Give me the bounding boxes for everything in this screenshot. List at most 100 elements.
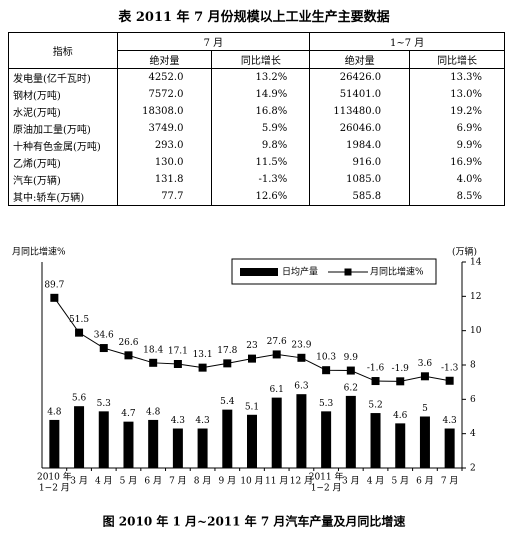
x-tick-label: 9 月 (218, 476, 236, 487)
table-cell: 1984.0 (309, 137, 411, 154)
legend-label: 日均产量 (282, 266, 318, 278)
table-cell: 26426.0 (309, 68, 411, 86)
table-row: 其中:轿车(万辆) 77.7 12.6% 585.8 8.5% (8, 188, 505, 206)
x-tick-label: 4 月 (95, 476, 113, 487)
bar (74, 406, 85, 468)
y2-tick-label: 10 (470, 326, 482, 336)
x-tick-label: 4 月 (367, 476, 385, 487)
header-cell: 绝对量 (116, 50, 213, 69)
x-tick-label: 5 月 (120, 476, 138, 487)
bar (370, 413, 381, 468)
x-tick-label: 6 月 (144, 476, 162, 487)
y2-tick-label: 12 (470, 292, 481, 302)
y2-tick-label: 14 (470, 258, 482, 268)
x-year-label: 2011 年 (309, 471, 344, 483)
table-cell: 9.9% (409, 137, 505, 154)
table-row: 钢材(万吨) 7572.0 14.9% 51401.0 13.0% (8, 86, 505, 103)
bar (296, 394, 307, 468)
bar-label: 4.3 (442, 416, 457, 426)
header-cell: 绝对量 (309, 50, 411, 69)
header-cell: 同比增长 (211, 50, 311, 69)
table-cell: 1085.0 (309, 171, 411, 188)
legend-swatch (240, 268, 278, 276)
header-cell: 同比增长 (409, 50, 505, 69)
x-year-label: 2010 年 (37, 471, 72, 483)
bar (345, 395, 356, 468)
x-tick-label: 12 月 (290, 476, 313, 487)
caption: 图 2010 年 1 月~2011 年 7 月汽车产量及月同比增速 (103, 514, 406, 529)
bar-label: 6.1 (270, 385, 284, 395)
line-label: 10.3 (316, 353, 336, 363)
table-cell: 19.2% (409, 103, 505, 120)
line-label: 89.7 (44, 280, 64, 290)
table-cell: 293.0 (116, 137, 213, 154)
bar (172, 428, 183, 468)
line-marker (75, 328, 84, 337)
table-row: 水泥(万吨) 18308.0 16.8% 113480.0 19.2% (8, 103, 505, 120)
table-cell: 7572.0 (116, 86, 213, 103)
bar (197, 428, 208, 468)
bar (321, 411, 332, 468)
bar (247, 414, 257, 468)
x-tick-label: 5 月 (391, 476, 409, 487)
table-row: 十种有色金属(万吨) 293.0 9.8% 1984.0 9.9% (8, 137, 505, 154)
line-marker (420, 372, 429, 381)
x-tick-label: 10 月 (240, 476, 263, 487)
line-label: -1.6 (367, 364, 385, 374)
line-marker (297, 353, 306, 362)
data-table: 指标 7 月 1~7 月绝对量 同比增长 绝对量 同比增长 发电量(亿千瓦时) 4252.0 1… (8, 32, 505, 206)
bar (271, 397, 282, 468)
bar-label: 4.3 (195, 416, 210, 426)
legend-marker (344, 268, 352, 276)
x-tick-label: 7 月 (441, 476, 459, 487)
bar (395, 423, 406, 468)
line-label: 13.1 (193, 350, 213, 360)
bar (444, 428, 455, 468)
y-label: 月同比增速% (12, 246, 66, 258)
header-cell: 指标 (8, 32, 118, 69)
table-cell: 130.0 (116, 154, 213, 171)
bar (49, 419, 60, 468)
bar-label: 4.8 (47, 407, 62, 417)
y2-tick-label: 8 (470, 361, 476, 371)
bar-label: 5.2 (368, 401, 382, 411)
line-marker (445, 376, 454, 385)
table-row: 乙烯(万吨) 130.0 11.5% 916.0 16.9% (8, 154, 505, 171)
line-label: -1.9 (392, 364, 410, 374)
line-label: -1.3 (441, 363, 459, 373)
line-label: 27.6 (267, 337, 287, 347)
line-label: 17.8 (217, 346, 237, 356)
bar-label: 4.7 (121, 409, 136, 419)
x-tick-label: 7 月 (169, 476, 187, 487)
table-cell: 131.8 (116, 171, 213, 188)
table-cell: 77.7 (116, 188, 213, 206)
line-marker (198, 363, 207, 372)
header-row: 绝对量 同比增长 绝对量 同比增长 (9, 50, 505, 69)
table-cell: 916.0 (309, 154, 411, 171)
line-label: 23 (246, 341, 258, 351)
line-marker (272, 350, 281, 359)
y2-tick-label: 2 (470, 464, 476, 474)
table-cell: 3749.0 (116, 120, 213, 137)
bar (222, 409, 233, 468)
legend-label: 月同比增速% (370, 266, 424, 278)
bar-label: 5.4 (220, 397, 235, 407)
line-label: 9.9 (344, 353, 359, 363)
table-cell: 16.9% (409, 154, 505, 171)
x-tick-label: 3 月 (70, 476, 88, 487)
x-tick-label: 3 月 (342, 476, 360, 487)
table-row: 汽车(万辆) 131.8 -1.3% 1085.0 4.0% (8, 171, 505, 188)
x-tick-label: 11 月 (265, 476, 288, 487)
bar-label: 5.3 (319, 399, 334, 409)
bar-label: 5.6 (72, 394, 87, 404)
bar (148, 419, 159, 468)
line-marker (396, 377, 405, 386)
x-tick-label: 1−2 月 (39, 483, 70, 494)
table-cell: 4.0% (409, 171, 505, 188)
line-marker (173, 359, 182, 368)
table-cell: 4252.0 (116, 68, 213, 86)
line-marker (223, 359, 232, 368)
table-cell: 18308.0 (116, 103, 213, 120)
